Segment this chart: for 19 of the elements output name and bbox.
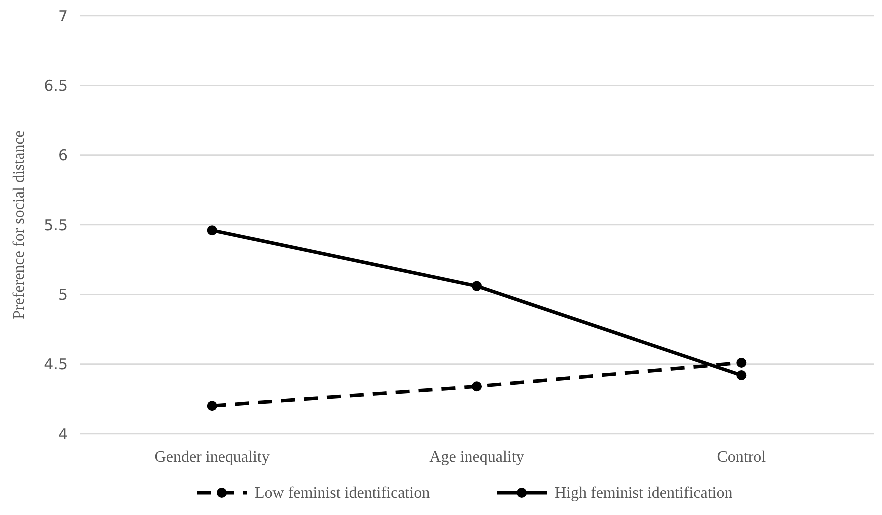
- y-tick-label: 4.5: [44, 356, 68, 374]
- x-tick-label: Gender inequality: [154, 449, 270, 466]
- y-tick-label: 4: [58, 425, 68, 444]
- y-tick-label: 5.5: [44, 216, 68, 234]
- point: [472, 281, 482, 292]
- legend-label: High feminist identification: [555, 485, 733, 502]
- legend-label: Low feminist identification: [255, 485, 430, 502]
- point: [207, 401, 218, 412]
- y-tick-label: 5: [58, 286, 68, 304]
- point: [207, 226, 218, 236]
- x-tick-label: Control: [717, 449, 767, 466]
- y-tick-label: 7: [58, 7, 68, 26]
- x-tick-label: Age inequality: [430, 449, 524, 466]
- point: [736, 370, 747, 380]
- y-axis-title: Preference for social distance: [11, 130, 28, 320]
- y-tick-label: 6: [58, 146, 68, 165]
- point: [736, 358, 747, 368]
- point: [472, 382, 482, 392]
- y-tick-label: 6.5: [44, 76, 68, 95]
